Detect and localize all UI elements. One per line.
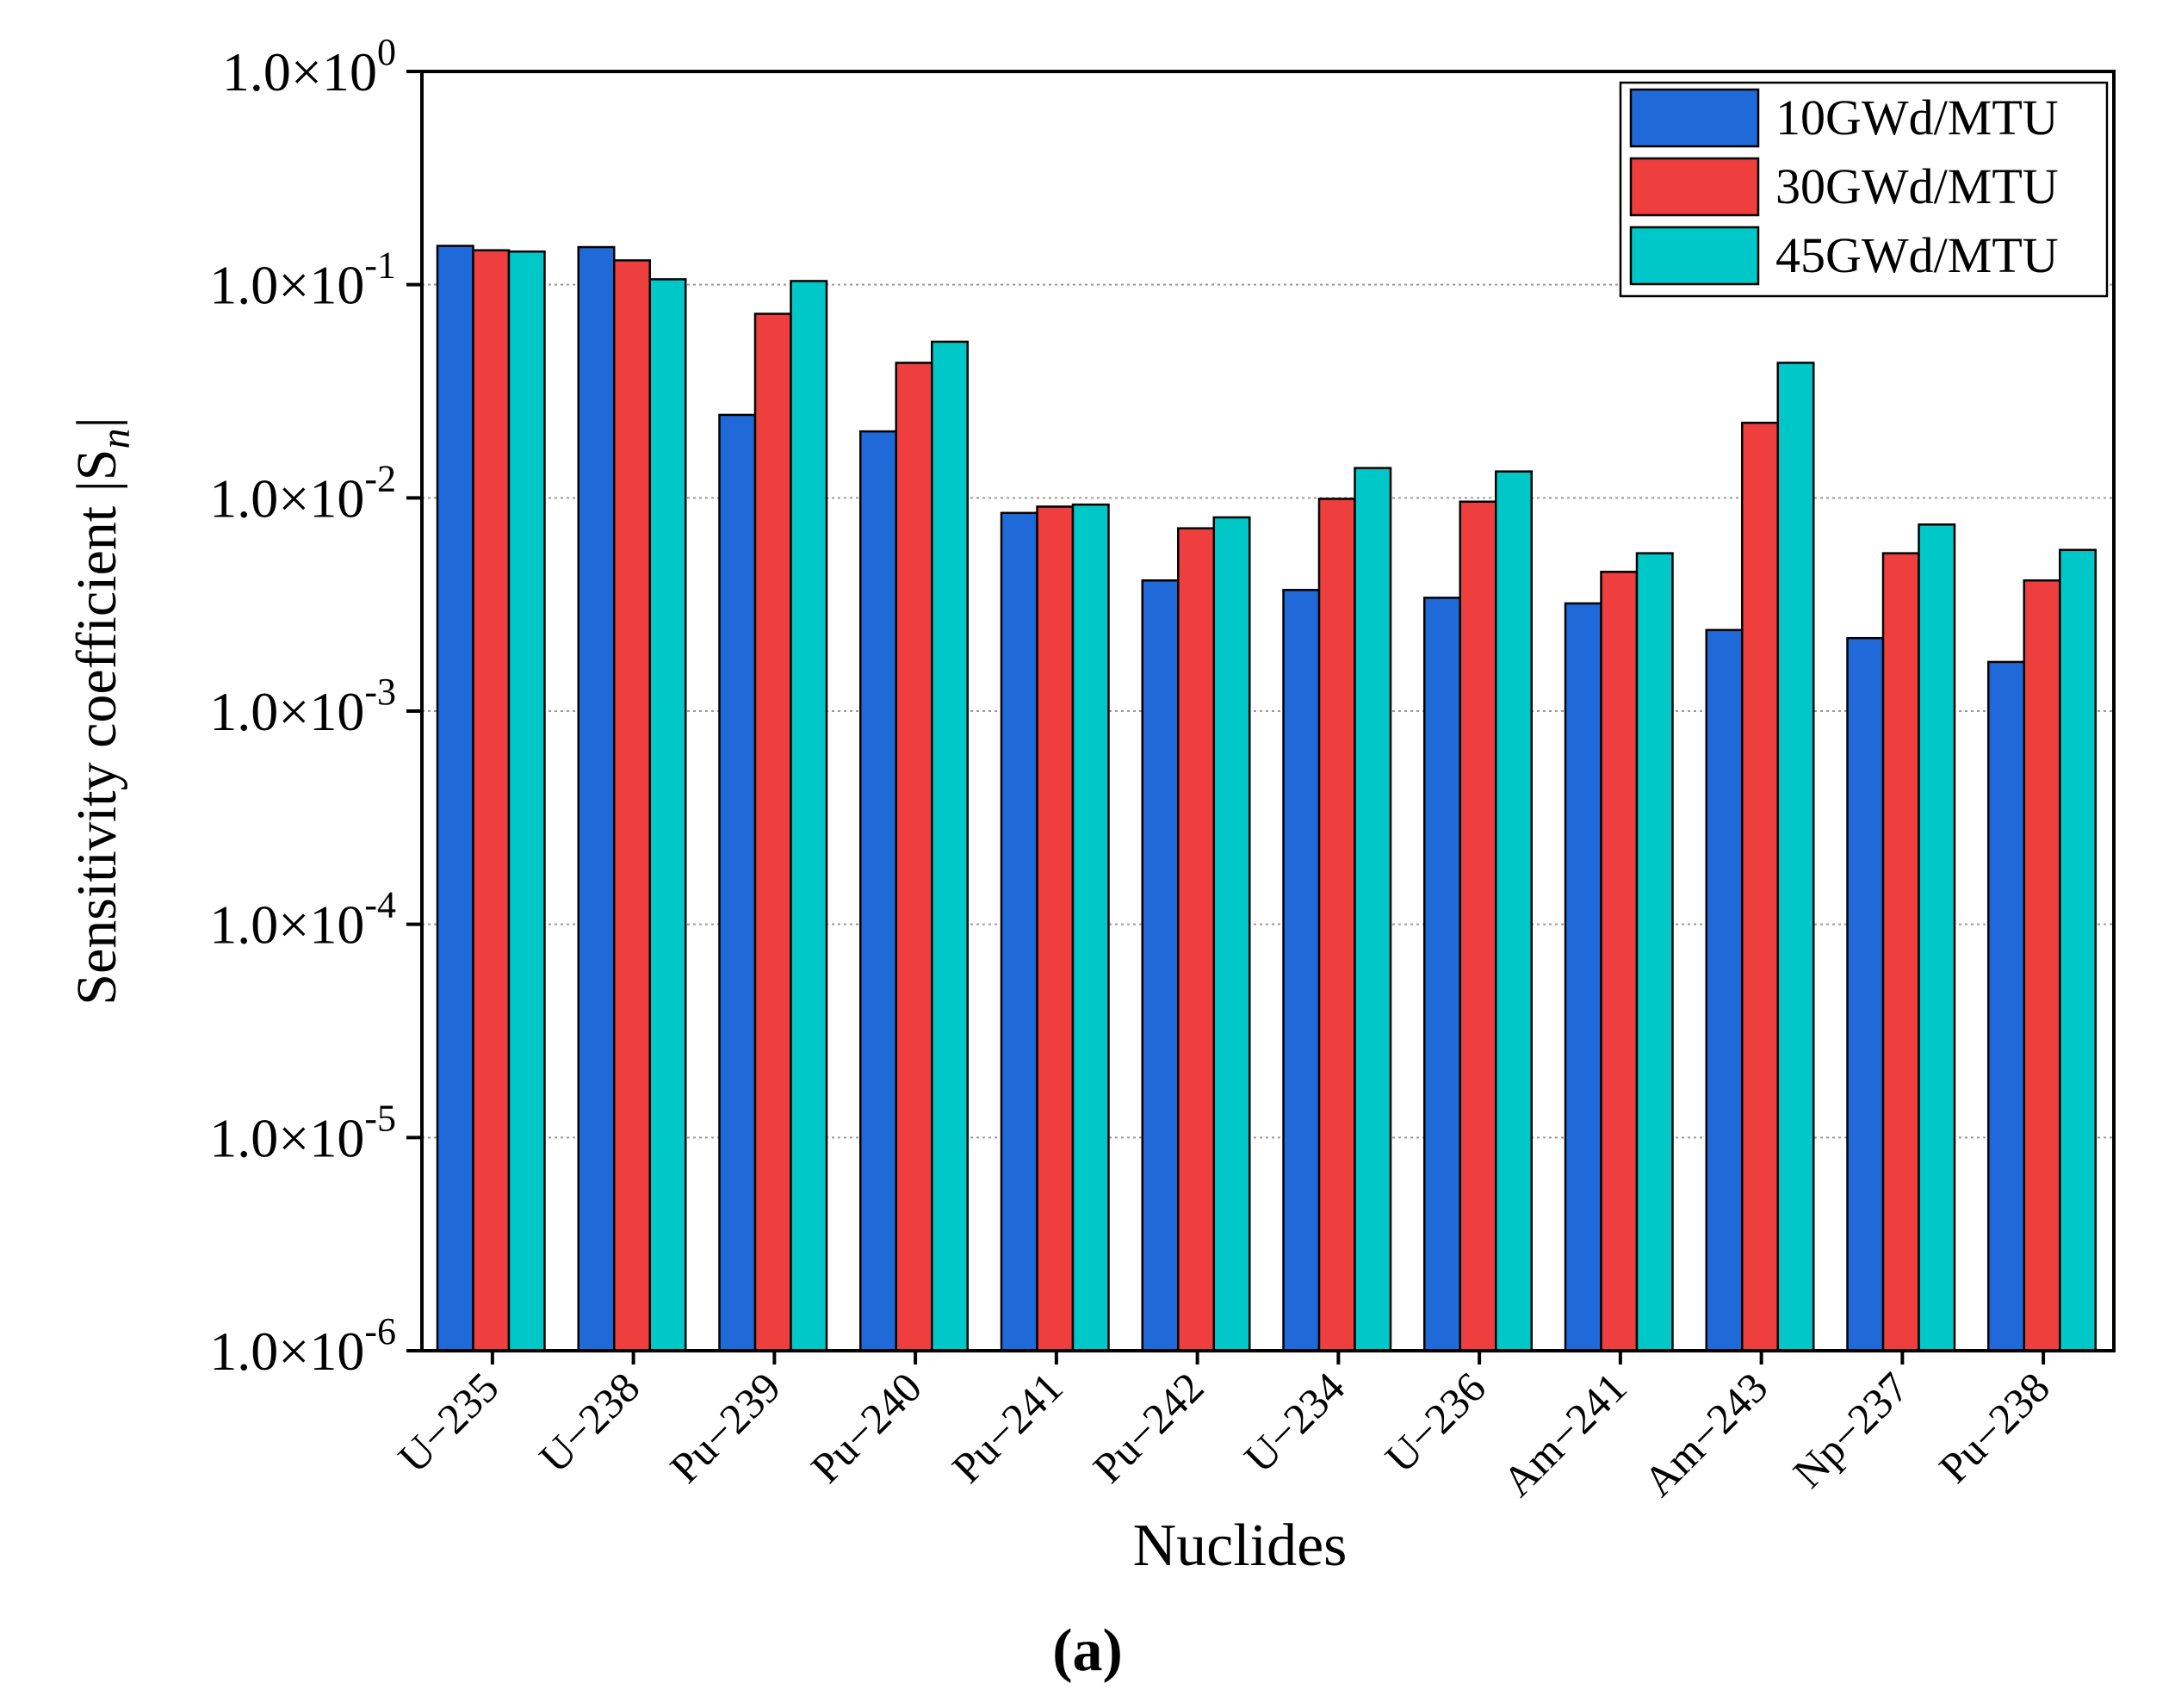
y-tick-label: 1.0×10-3 <box>209 671 396 742</box>
y-tick-label: 1.0×10-6 <box>209 1310 396 1382</box>
legend-label: 30GWd/MTU <box>1775 158 2059 214</box>
legend-label: 10GWd/MTU <box>1775 90 2059 145</box>
x-tick-label: Pu−239 <box>660 1363 790 1492</box>
bar <box>1212 516 1251 1352</box>
legend-swatch <box>1629 157 1760 217</box>
bar <box>1776 362 1815 1352</box>
bar <box>931 340 969 1352</box>
bar <box>859 430 897 1352</box>
x-tick-label: Pu−238 <box>1930 1363 2059 1492</box>
y-axis-title: Sensitivity coefficient |Sn| <box>65 417 139 1005</box>
y-tick-label: 1.0×10-1 <box>209 244 396 316</box>
legend-label: 45GWd/MTU <box>1775 227 2059 283</box>
bar <box>472 249 511 1352</box>
legend-swatch <box>1629 226 1760 286</box>
bar <box>1495 470 1533 1352</box>
bar <box>648 278 687 1352</box>
bar <box>1459 500 1497 1352</box>
x-tick-label: Pu−241 <box>943 1363 1072 1492</box>
x-axis-title: Nuclides <box>1133 1513 1348 1579</box>
bar <box>436 244 474 1352</box>
y-axis-title-subscript: n <box>93 428 139 449</box>
gridlines <box>422 283 2114 1139</box>
y-tick-label: 1.0×100 <box>222 31 396 102</box>
bar <box>1317 498 1356 1352</box>
bar <box>1705 628 1744 1352</box>
x-tick-label: Am−243 <box>1634 1363 1777 1506</box>
bar <box>1071 503 1110 1352</box>
bar <box>1741 421 1779 1352</box>
bar <box>790 280 828 1352</box>
bar <box>613 259 651 1352</box>
bar <box>2023 579 2061 1352</box>
x-tick-label: Np−237 <box>1783 1363 1918 1497</box>
x-tick-label: Pu−242 <box>1083 1363 1212 1492</box>
x-axis-ticks: U−235 U−238 Pu−239 Pu−240 Pu−241 Pu−242 U−234 U… <box>389 1351 2059 1506</box>
legend-swatch <box>1629 88 1760 148</box>
bar <box>1282 589 1321 1352</box>
bar <box>507 250 546 1352</box>
bar-series <box>436 244 2097 1352</box>
bar <box>1987 660 2025 1352</box>
y-tick-label: 1.0×10-4 <box>209 884 396 956</box>
bar <box>1564 602 1602 1352</box>
x-tick-label: U−234 <box>1235 1363 1354 1482</box>
x-tick-label: Am−241 <box>1493 1363 1636 1506</box>
bar <box>1354 467 1392 1352</box>
bar <box>1177 527 1215 1352</box>
bar <box>1918 523 1956 1352</box>
bar <box>1000 511 1038 1352</box>
bar <box>1881 552 1920 1352</box>
bar <box>1036 505 1075 1352</box>
y-tick-label: 1.0×10-2 <box>209 457 396 529</box>
bar <box>1600 570 1639 1352</box>
y-axis-ticks: 1.0×100 1.0×10-1 1.0×10-2 1.0×10-3 1.0×10-4 1… <box>209 31 422 1382</box>
y-tick-label: 1.0×10-5 <box>209 1097 396 1168</box>
x-tick-label: U−235 <box>389 1363 508 1482</box>
x-tick-label: U−238 <box>530 1363 648 1482</box>
bar <box>1423 597 1461 1352</box>
x-tick-label: U−236 <box>1376 1363 1495 1482</box>
panel-label: (a) <box>1052 1618 1123 1684</box>
bar <box>2059 548 2097 1352</box>
legend: 10GWd/MTU 30GWd/MTU 45GWd/MTU <box>1619 81 2109 298</box>
bar <box>577 245 616 1352</box>
x-tick-label: Pu−240 <box>802 1363 931 1492</box>
bar <box>1635 552 1674 1352</box>
bar <box>718 413 757 1352</box>
bar <box>753 313 792 1352</box>
bar <box>1846 636 1885 1352</box>
bar <box>1141 579 1180 1352</box>
bar <box>895 362 933 1352</box>
